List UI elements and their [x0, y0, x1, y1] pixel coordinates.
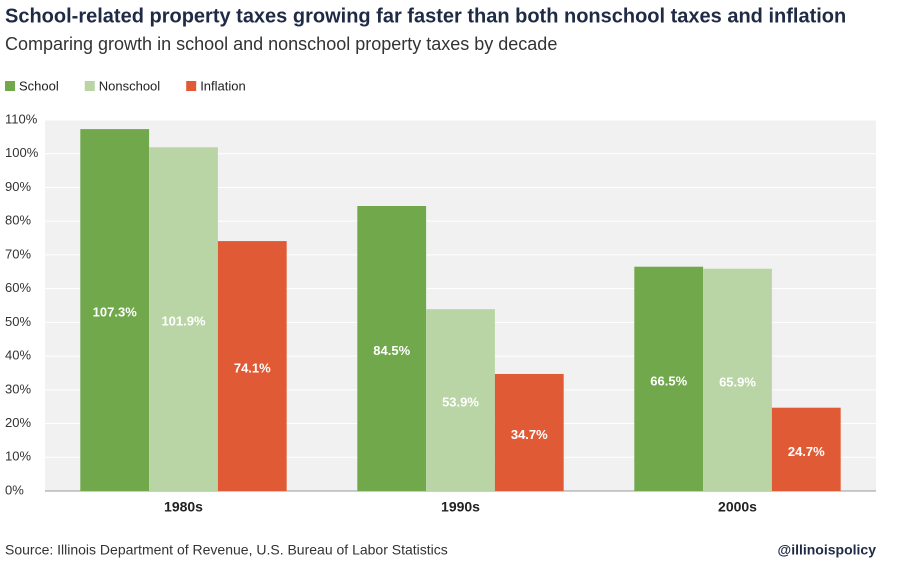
- x-tick-label: 1990s: [441, 499, 480, 515]
- legend-swatch: [186, 81, 197, 91]
- bar: [217, 241, 287, 491]
- y-tick-label: 80%: [5, 213, 31, 228]
- bar: [149, 147, 218, 491]
- legend-label: School: [19, 78, 59, 93]
- bar: [703, 268, 772, 491]
- y-tick-label: 110%: [5, 111, 38, 126]
- data-label: 53.9%: [442, 395, 479, 410]
- data-label: 101.9%: [161, 314, 206, 329]
- chart-subtitle: Comparing growth in school and nonschool…: [5, 34, 557, 54]
- y-tick-label: 40%: [5, 348, 31, 363]
- bar: [357, 206, 427, 491]
- y-tick-label: 20%: [5, 415, 31, 430]
- x-tick-label: 2000s: [718, 499, 757, 515]
- data-label: 34.7%: [511, 427, 548, 442]
- credit: @illinoispolicy: [778, 542, 877, 558]
- y-tick-label: 90%: [5, 179, 31, 194]
- data-label: 24.7%: [788, 444, 825, 459]
- legend-swatch: [84, 81, 95, 91]
- chart-title: School-related property taxes growing fa…: [5, 5, 846, 27]
- bar: [80, 129, 150, 491]
- data-label: 74.1%: [234, 360, 271, 375]
- y-tick-label: 0%: [5, 482, 24, 497]
- bar: [426, 309, 495, 491]
- data-label: 84.5%: [373, 343, 410, 358]
- data-label: 65.9%: [719, 374, 756, 389]
- y-tick-label: 100%: [5, 145, 39, 160]
- y-tick-label: 10%: [5, 449, 31, 464]
- legend-label: Inflation: [200, 78, 246, 93]
- legend-label: Nonschool: [99, 78, 161, 93]
- bar: [771, 407, 841, 491]
- bar: [494, 373, 564, 491]
- y-tick-label: 60%: [5, 280, 31, 295]
- y-tick-label: 70%: [5, 246, 31, 261]
- x-tick-label: 1980s: [164, 499, 203, 515]
- source-note: Source: Illinois Department of Revenue, …: [5, 542, 448, 558]
- y-tick-label: 50%: [5, 314, 31, 329]
- y-tick-label: 30%: [5, 381, 31, 396]
- data-label: 107.3%: [93, 304, 138, 319]
- legend-swatch: [5, 81, 15, 91]
- bar: [634, 266, 704, 491]
- data-label: 66.5%: [650, 373, 687, 388]
